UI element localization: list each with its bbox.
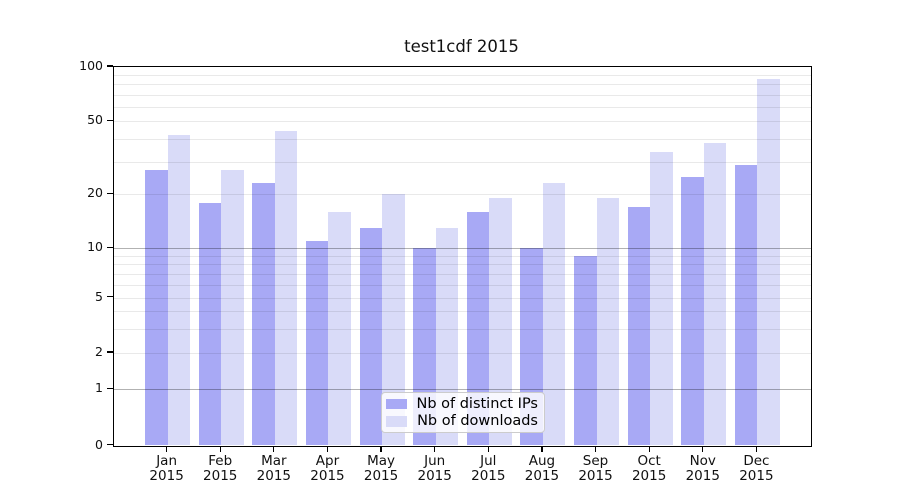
x-tick-apr	[326, 445, 329, 452]
x-tick-label-nov: Nov 2015	[685, 452, 720, 484]
y-tick-label-0: 0	[95, 436, 103, 452]
bar-nb-of-downloads-feb	[221, 170, 244, 446]
gridline-y-80	[114, 84, 811, 86]
chart-title: test1cdf 2015	[404, 37, 519, 56]
bar-nb-of-downloads-jul	[489, 198, 512, 446]
legend-label-downloads: Nb of downloads	[417, 413, 538, 430]
x-tick-jul	[487, 445, 489, 452]
y-tick-label-20: 20	[87, 185, 103, 201]
x-tick-mar	[273, 445, 275, 452]
legend-item-downloads: Nb of downloads	[386, 413, 538, 430]
x-tick-label-apr: Apr 2015	[310, 452, 345, 484]
y-tick-label-5: 5	[95, 288, 103, 304]
bar-nb-of-distinct-ips-jan	[145, 170, 168, 446]
x-tick-jun	[434, 445, 436, 452]
x-tick-label-oct: Oct 2015	[631, 452, 667, 484]
y-tick-50	[106, 119, 113, 121]
bar-nb-of-distinct-ips-oct	[627, 206, 651, 446]
y-tick-100	[106, 65, 113, 67]
y-tick-5	[106, 296, 113, 298]
bar-nb-of-downloads-may	[382, 194, 405, 446]
bar-nb-of-distinct-ips-mar	[252, 183, 275, 446]
bar-nb-of-downloads-sep	[596, 198, 620, 446]
x-tick-label-jul: Jul 2015	[471, 452, 506, 484]
x-tick-jan	[166, 445, 168, 452]
y-tick-label-10: 10	[87, 239, 103, 255]
legend-item-distinct-ips: Nb of distinct IPs	[386, 395, 538, 412]
gridline-y-40	[114, 139, 811, 141]
x-tick-may	[380, 445, 382, 452]
x-tick-dec	[755, 445, 757, 452]
bar-nb-of-distinct-ips-may	[359, 227, 383, 446]
x-tick-label-jan: Jan 2015	[149, 452, 184, 484]
x-tick-label-dec: Dec 2015	[739, 452, 774, 484]
bar-nb-of-distinct-ips-sep	[574, 255, 597, 446]
legend-swatch-downloads	[386, 416, 407, 427]
bar-nb-of-distinct-ips-nov	[681, 176, 704, 446]
bar-nb-of-downloads-dec	[757, 78, 780, 446]
bar-nb-of-downloads-jun	[435, 227, 459, 446]
y-tick-2	[106, 351, 113, 353]
bar-nb-of-downloads-mar	[274, 131, 298, 446]
x-tick-label-mar: Mar 2015	[256, 452, 292, 484]
bar-nb-of-distinct-ips-apr	[305, 240, 329, 446]
x-tick-label-feb: Feb 2015	[203, 452, 238, 484]
y-tick-1	[106, 387, 113, 389]
legend-label-distinct-ips: Nb of distinct IPs	[416, 395, 538, 412]
x-tick-sep	[594, 445, 597, 452]
y-tick-0	[106, 443, 113, 446]
bar-nb-of-distinct-ips-feb	[198, 202, 222, 446]
bar-nb-of-downloads-aug	[542, 183, 566, 446]
bar-nb-of-downloads-nov	[703, 143, 727, 446]
y-tick-label-2: 2	[95, 344, 103, 359]
y-tick-20	[106, 192, 113, 194]
x-tick-label-may: May 2015	[363, 452, 399, 484]
x-tick-feb	[219, 445, 221, 452]
plot-area	[113, 66, 812, 447]
x-tick-aug	[541, 445, 543, 452]
x-tick-label-jun: Jun 2015	[417, 452, 452, 484]
y-tick-label-50: 50	[87, 112, 103, 128]
x-tick-oct	[648, 445, 650, 452]
bar-nb-of-downloads-apr	[328, 211, 351, 446]
gridline-y-60	[114, 107, 811, 109]
bar-nb-of-distinct-ips-dec	[734, 164, 758, 446]
y-tick-label-1: 1	[95, 380, 103, 396]
gridline-y-70	[114, 94, 811, 96]
bar-nb-of-distinct-ips-jul	[466, 211, 490, 446]
x-tick-label-aug: Aug 2015	[524, 452, 560, 484]
x-tick-label-sep: Sep 2015	[578, 452, 613, 484]
gridline-y-90	[114, 75, 811, 77]
bar-nb-of-downloads-jan	[167, 135, 191, 446]
legend: Nb of distinct IPs Nb of downloads	[381, 392, 545, 433]
x-tick-nov	[702, 445, 704, 452]
bar-nb-of-downloads-oct	[650, 152, 673, 446]
y-tick-label-100: 100	[79, 58, 103, 73]
gridline-y-50	[114, 121, 811, 123]
legend-swatch-distinct-ips	[386, 398, 407, 409]
y-tick-10	[106, 246, 113, 248]
